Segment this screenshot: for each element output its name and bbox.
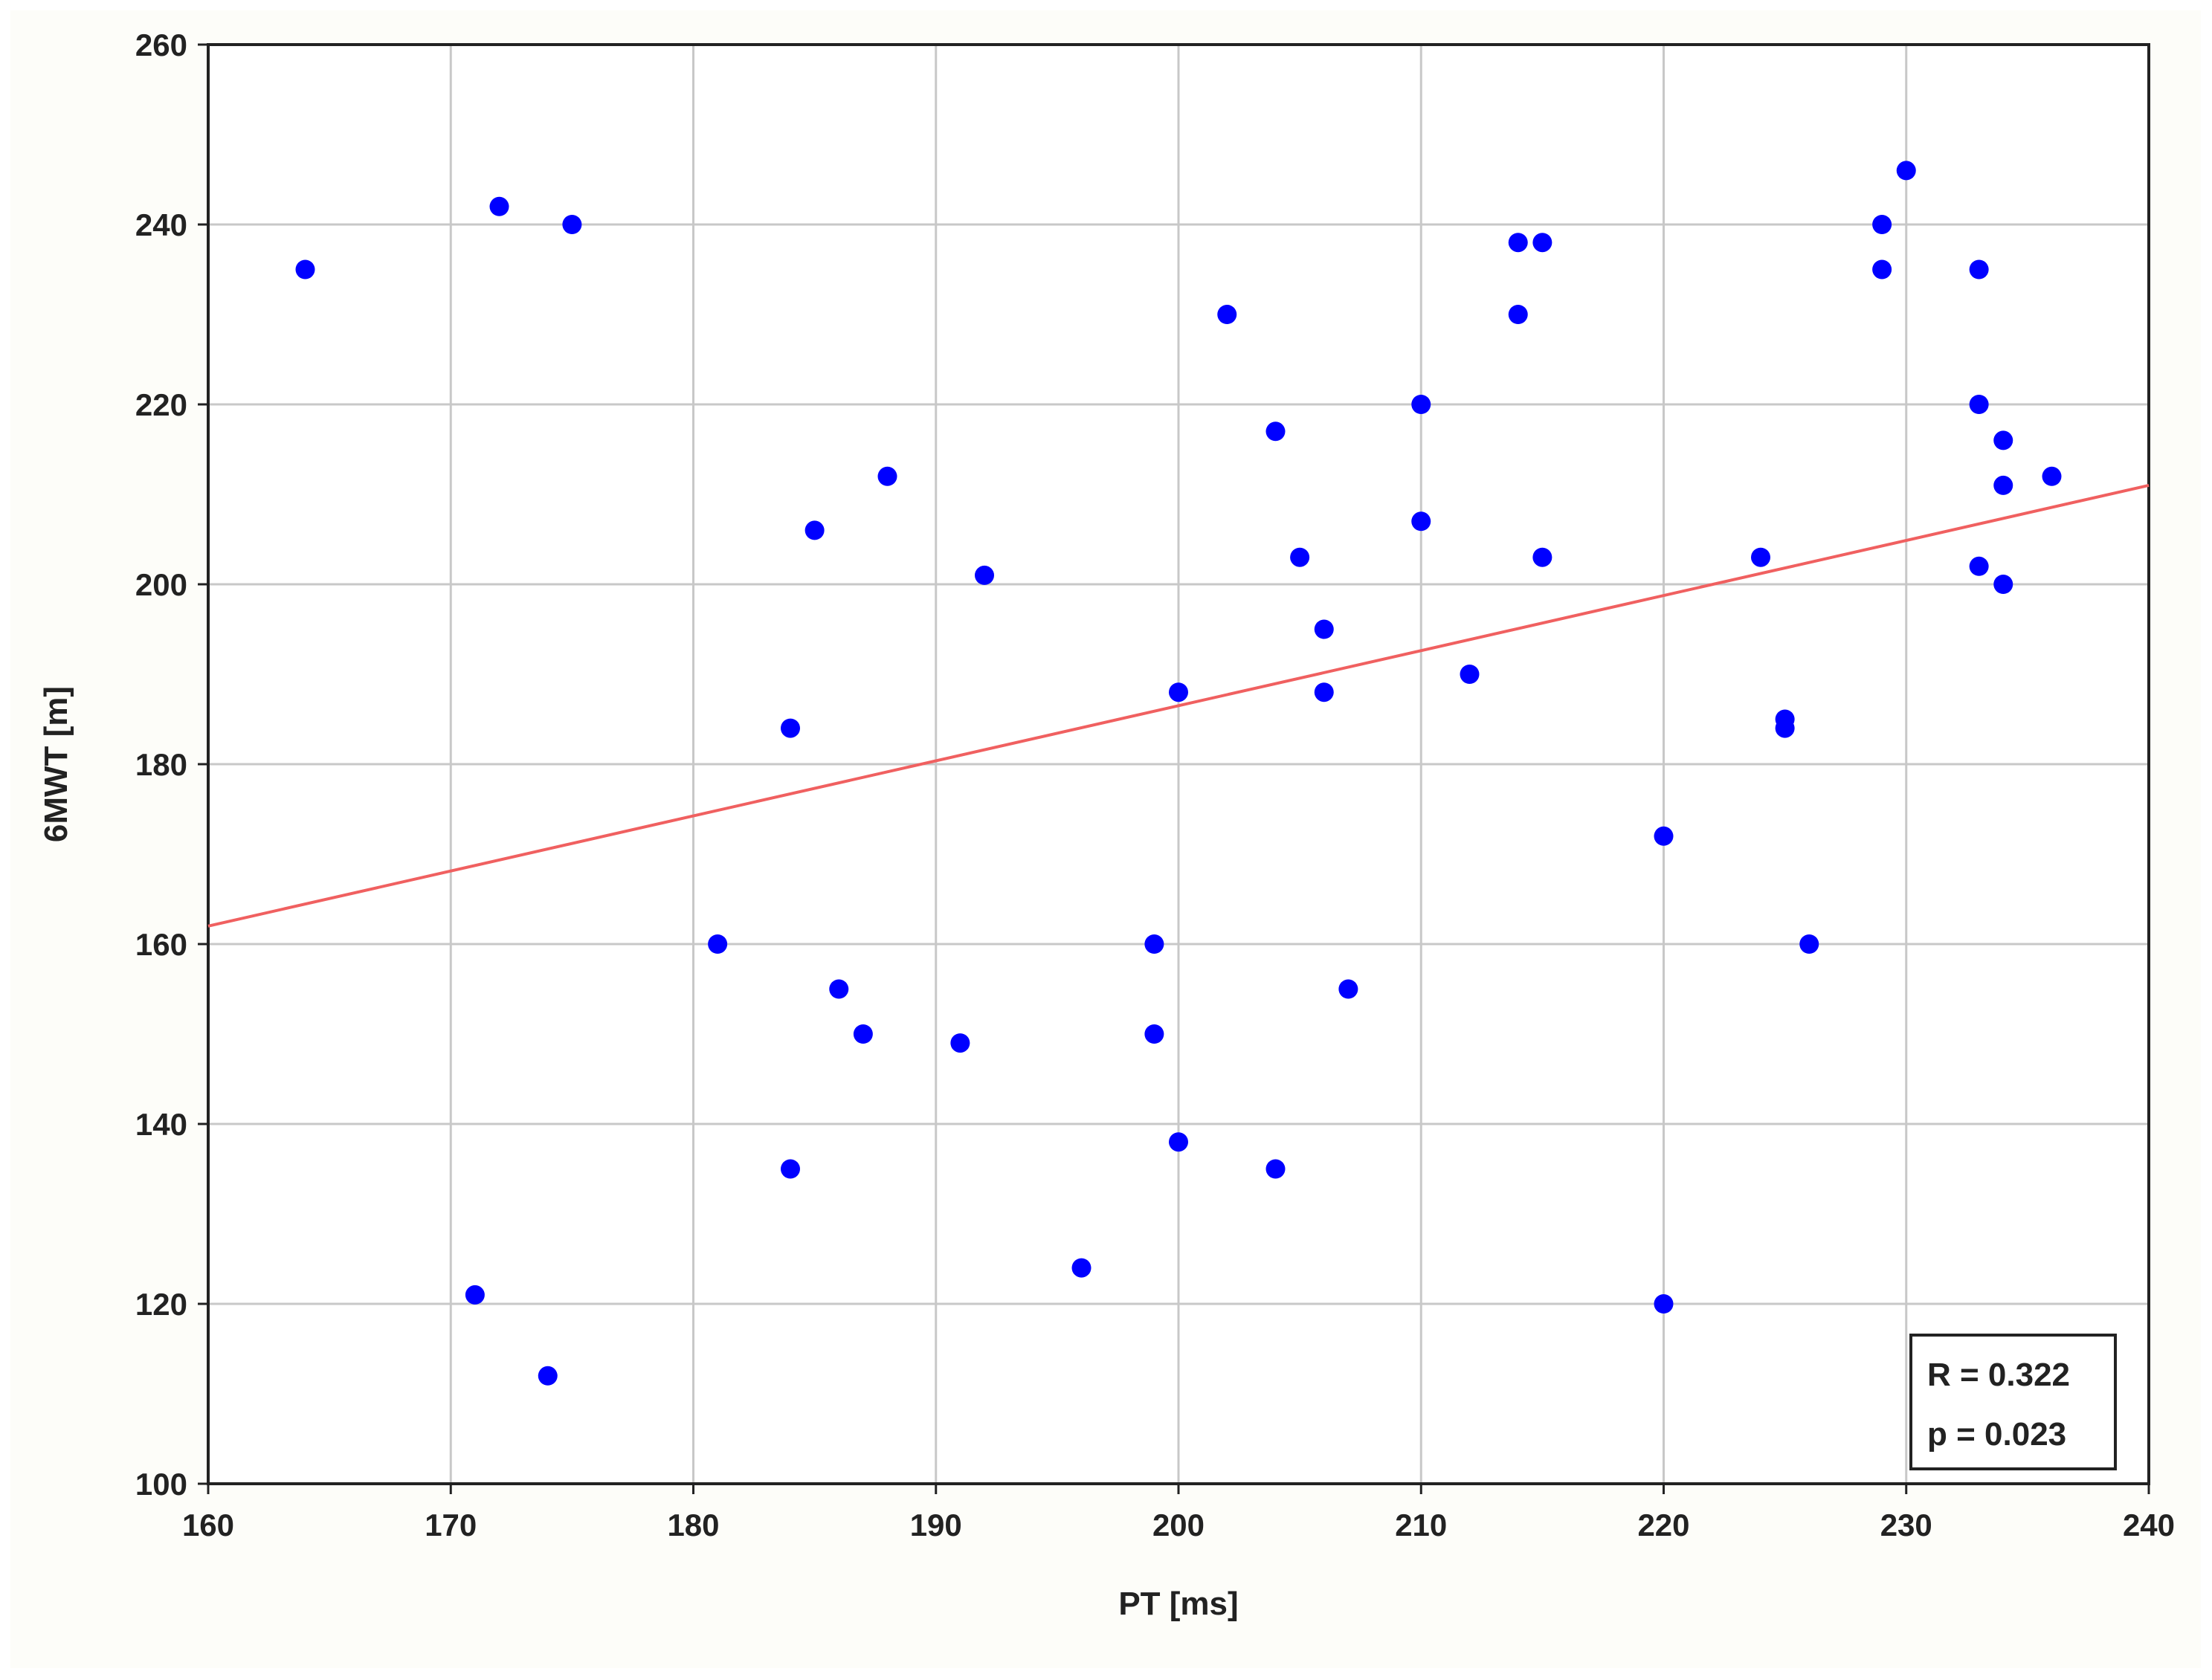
- x-tick-label: 190: [910, 1508, 962, 1542]
- data-point: [1411, 395, 1431, 414]
- data-point: [950, 1033, 970, 1053]
- data-point: [1169, 1132, 1188, 1152]
- data-point: [1338, 979, 1358, 999]
- data-point: [1751, 547, 1770, 567]
- data-point: [877, 466, 897, 486]
- data-point: [1775, 718, 1795, 738]
- data-point: [781, 718, 800, 738]
- tick-layer: 160 170 180 190 200 210 220 230 240 100 120 140 160 1…: [135, 28, 2175, 1542]
- data-point: [1993, 575, 2013, 594]
- scatter-chart: 160 170 180 190 200 210 220 230 240 100 120 140 160 1…: [38, 28, 2175, 1622]
- x-tick-label: 180: [667, 1508, 719, 1542]
- point-layer: [295, 161, 2062, 1386]
- data-point: [708, 934, 728, 954]
- y-tick-label: 240: [135, 207, 187, 242]
- x-tick-label: 220: [1637, 1508, 1689, 1542]
- x-tick-label: 230: [1880, 1508, 1932, 1542]
- data-point: [1532, 233, 1552, 253]
- data-point: [1654, 1294, 1674, 1314]
- data-point: [1290, 547, 1310, 567]
- data-point: [1144, 1024, 1164, 1044]
- data-point: [1314, 619, 1334, 639]
- data-point: [1532, 547, 1552, 567]
- data-point: [781, 1159, 800, 1179]
- data-point: [1265, 421, 1286, 442]
- y-tick-label: 120: [135, 1287, 187, 1322]
- data-point: [465, 1285, 485, 1305]
- data-point: [562, 215, 582, 234]
- data-point: [853, 1024, 873, 1044]
- data-point: [1872, 215, 1892, 234]
- data-point: [1169, 682, 1188, 702]
- data-point: [1144, 934, 1164, 954]
- stat-r-label: R = 0.322: [1927, 1357, 2070, 1393]
- data-point: [1993, 475, 2013, 495]
- x-tick-label: 170: [425, 1508, 477, 1542]
- data-point: [1799, 934, 1819, 954]
- x-tick-label: 210: [1395, 1508, 1447, 1542]
- data-point: [1872, 259, 1892, 280]
- data-point: [1314, 682, 1334, 702]
- data-point: [2042, 466, 2062, 486]
- data-point: [489, 196, 509, 216]
- data-point: [804, 520, 825, 540]
- data-point: [538, 1366, 558, 1386]
- data-point: [1508, 233, 1528, 253]
- data-point: [1411, 511, 1431, 532]
- x-tick-label: 160: [182, 1508, 234, 1542]
- data-point: [1969, 259, 1989, 280]
- x-tick-label: 240: [2123, 1508, 2175, 1542]
- data-point: [1969, 395, 1989, 414]
- y-tick-label: 100: [135, 1467, 187, 1502]
- data-point: [975, 565, 994, 585]
- y-tick-label: 200: [135, 567, 187, 602]
- data-point: [1896, 161, 1916, 181]
- y-tick-label: 260: [135, 28, 187, 62]
- y-tick-label: 220: [135, 387, 187, 422]
- y-tick-label: 140: [135, 1107, 187, 1142]
- stat-p-label: p = 0.023: [1927, 1416, 2066, 1453]
- data-point: [1265, 1159, 1286, 1179]
- regression-line: [207, 483, 2150, 928]
- x-axis-title: PT [ms]: [1118, 1586, 1238, 1622]
- data-point: [1460, 665, 1480, 684]
- y-tick-label: 180: [135, 747, 187, 782]
- x-tick-label: 200: [1152, 1508, 1205, 1542]
- data-point: [1993, 430, 2013, 450]
- data-point: [1969, 556, 1989, 576]
- data-point: [295, 259, 315, 280]
- grid-layer: [208, 45, 2149, 1484]
- y-tick-label: 160: [135, 927, 187, 962]
- data-point: [1217, 305, 1237, 324]
- figure-frame: 160 170 180 190 200 210 220 230 240 100 120 140 160 1…: [10, 10, 2201, 1668]
- data-point: [1071, 1258, 1092, 1278]
- data-point: [1508, 305, 1528, 324]
- stats-box: R = 0.322 p = 0.023: [1909, 1334, 2117, 1470]
- data-point: [829, 979, 849, 999]
- stats-box-border: [1909, 1334, 2117, 1470]
- y-axis-title: 6MWT [m]: [38, 686, 74, 842]
- data-point: [1654, 826, 1674, 846]
